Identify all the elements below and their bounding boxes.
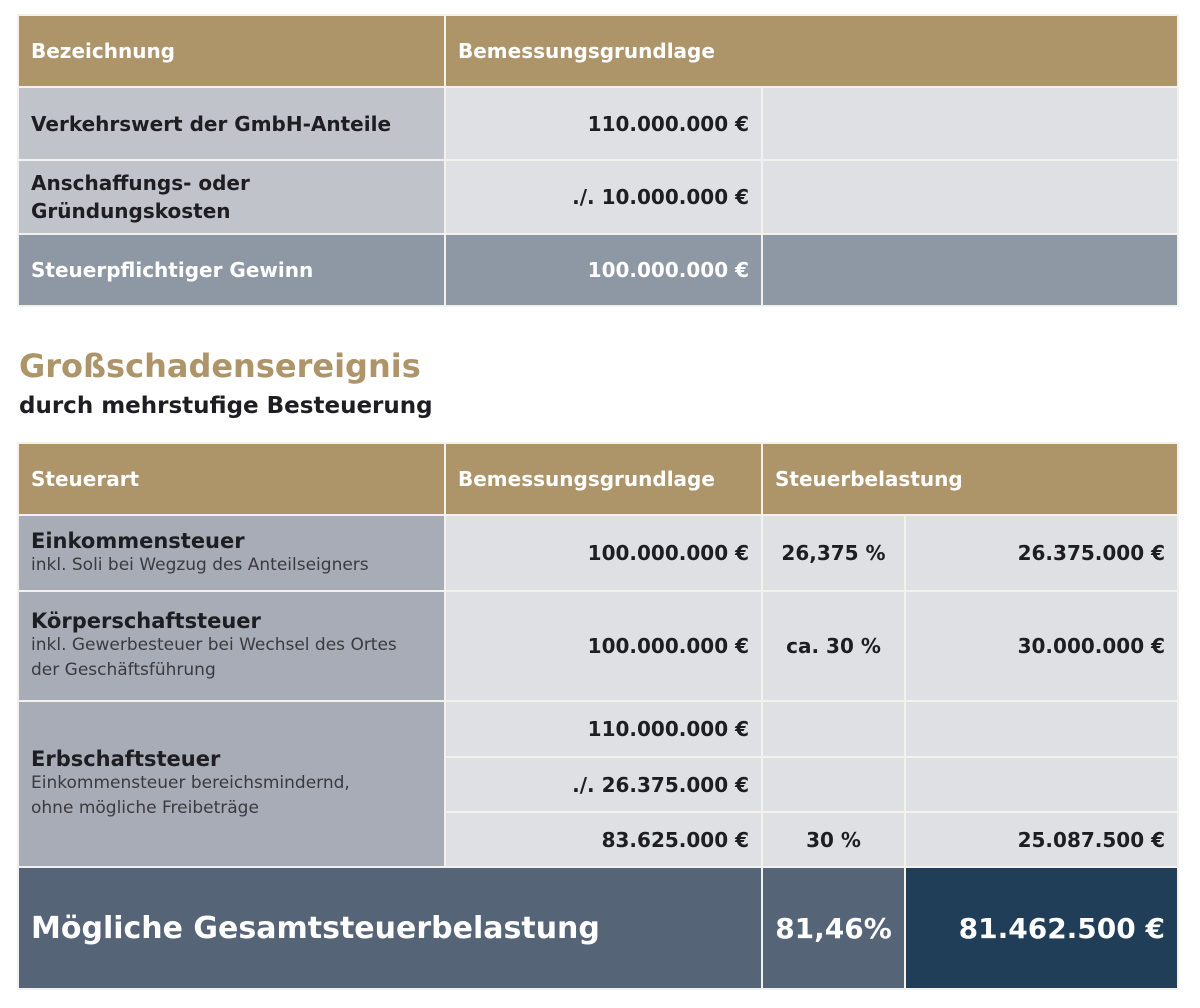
taxable-gain-table: Bezeichnung Bemessungsgrundlage Verkehrs…	[17, 14, 1179, 307]
row-value: ./. 10.000.000 €	[444, 159, 763, 235]
table-row-koerperschaftsteuer: Körperschaftsteuer inkl. Gewerbesteuer b…	[17, 590, 1179, 702]
row-label-line2: Gründungskosten	[31, 199, 231, 223]
table-subrow: ./. 26.375.000 €	[18, 756, 1179, 813]
total-amount: 81.462.500 €	[904, 866, 1179, 990]
base-value: 100.000.000 €	[444, 590, 763, 702]
tax-note-line1: Einkommensteuer bereichsmindernd,	[31, 773, 350, 793]
empty-cell	[761, 86, 1179, 161]
total-label: Mögliche Gesamtsteuerbelastung	[17, 866, 763, 990]
rate-value: 30 %	[761, 811, 906, 868]
header-steuerbelastung: Steuerbelastung	[761, 442, 1179, 516]
header-bemessungsgrundlage: Bemessungsgrundlage	[444, 14, 1179, 88]
amount-value: 30.000.000 €	[904, 590, 1179, 702]
base-value: 100.000.000 €	[444, 514, 763, 592]
rate-value	[761, 756, 906, 813]
header-bezeichnung: Bezeichnung	[17, 14, 446, 88]
amount-value	[904, 756, 1179, 813]
total-row: Mögliche Gesamtsteuerbelastung 81,46% 81…	[17, 866, 1179, 990]
row-label: Einkommensteuer inkl. Soli bei Wegzug de…	[17, 514, 446, 592]
table-row-einkommensteuer: Einkommensteuer inkl. Soli bei Wegzug de…	[17, 514, 1179, 592]
total-rate: 81,46%	[761, 866, 906, 990]
section-title: Großschadensereignis	[19, 347, 421, 385]
row-label: Anschaffungs- oder Gründungskosten	[17, 159, 446, 235]
tax-type: Erbschaftsteuer	[31, 747, 221, 771]
table-row-erbschaftsteuer: Erbschaftsteuer Einkommensteuer bereichs…	[17, 700, 1179, 868]
amount-value	[904, 700, 1179, 758]
empty-cell	[761, 159, 1179, 235]
row-label-line1: Anschaffungs- oder	[31, 171, 250, 195]
table-row: Verkehrswert der GmbH-Anteile 110.000.00…	[17, 86, 1179, 161]
header-bemessungsgrundlage: Bemessungsgrundlage	[444, 442, 763, 516]
table-header-row: Steuerart Bemessungsgrundlage Steuerbela…	[17, 442, 1179, 516]
tax-note-line2: ohne mögliche Freibeträge	[31, 798, 259, 818]
table-header-row: Bezeichnung Bemessungsgrundlage	[17, 14, 1179, 88]
table-subrow: 83.625.000 € 30 % 25.087.500 €	[18, 811, 1179, 868]
tax-burden-table: Steuerart Bemessungsgrundlage Steuerbela…	[17, 442, 1179, 990]
rate-value: 26,375 %	[761, 514, 906, 592]
amount-value: 26.375.000 €	[904, 514, 1179, 592]
tax-type: Körperschaftsteuer	[31, 609, 261, 633]
row-label: Verkehrswert der GmbH-Anteile	[17, 86, 446, 161]
header-steuerart: Steuerart	[17, 442, 446, 516]
empty-cell	[761, 233, 1179, 307]
base-value: ./. 26.375.000 €	[444, 756, 763, 813]
row-label: Erbschaftsteuer Einkommensteuer bereichs…	[17, 700, 446, 868]
tax-type: Einkommensteuer	[31, 528, 245, 553]
base-value: 83.625.000 €	[444, 811, 763, 868]
base-value: 110.000.000 €	[444, 700, 763, 758]
row-value: 100.000.000 €	[444, 233, 763, 307]
tax-note: inkl. Soli bei Wegzug des Anteilseigners	[31, 554, 369, 575]
row-label: Steuerpflichtiger Gewinn	[17, 233, 446, 307]
rate-value	[761, 700, 906, 758]
table-row: Anschaffungs- oder Gründungskosten ./. 1…	[17, 159, 1179, 235]
table-row-total: Steuerpflichtiger Gewinn 100.000.000 €	[17, 233, 1179, 307]
tax-note-line1: inkl. Gewerbesteuer bei Wechsel des Orte…	[31, 635, 397, 655]
section-subtitle: durch mehrstufige Besteuerung	[19, 393, 433, 419]
rate-value: ca. 30 %	[761, 590, 906, 702]
row-label: Körperschaftsteuer inkl. Gewerbesteuer b…	[17, 590, 446, 702]
amount-value: 25.087.500 €	[904, 811, 1179, 868]
tax-note-line2: der Geschäftsführung	[31, 660, 216, 680]
row-value: 110.000.000 €	[444, 86, 763, 161]
